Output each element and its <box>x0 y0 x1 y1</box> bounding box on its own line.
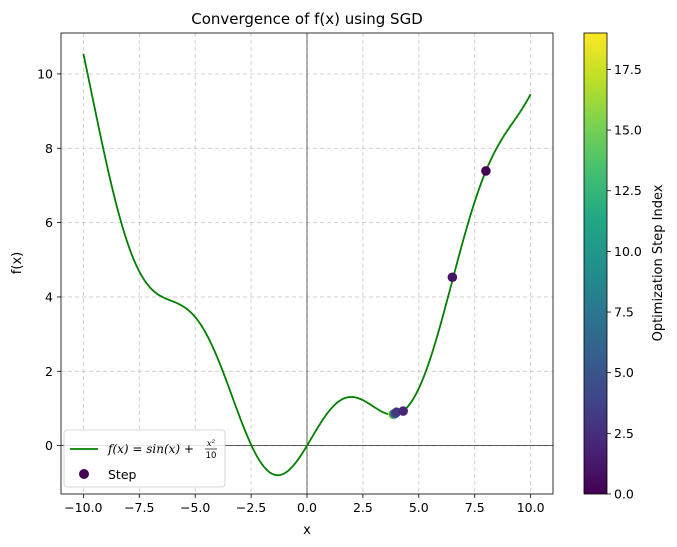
colorbar-tick-label: 2.5 <box>614 426 634 441</box>
colorbar-label: Optimization Step Index <box>651 184 666 341</box>
step-point <box>447 272 458 283</box>
legend-line-fraction-num: x² <box>207 439 216 449</box>
step-point <box>398 406 408 416</box>
x-axis-ticks: −10.0 −7.5 −5.0 −2.5 0.0 2.5 5.0 7.5 10.0 <box>64 494 545 515</box>
colorbar-ticks: 0.0 2.5 5.0 7.5 10.0 12.5 15.0 17.5 <box>607 62 642 502</box>
function-curve <box>82 53 532 477</box>
legend-line-label: f(x) = sin(x) + <box>107 442 194 456</box>
x-tick-label: −5.0 <box>180 500 210 515</box>
step-point <box>481 166 491 176</box>
colorbar-gradient <box>583 32 608 495</box>
colorbar-tick-label: 12.5 <box>614 183 642 198</box>
y-tick-label: 6 <box>45 215 53 230</box>
y-axis-label: f(x) <box>10 252 25 274</box>
colorbar: 0.0 2.5 5.0 7.5 10.0 12.5 15.0 17.5 Optimizatio… <box>583 32 666 502</box>
x-tick-label: −7.5 <box>124 500 154 515</box>
x-tick-label: −2.5 <box>236 500 266 515</box>
y-tick-label: 8 <box>45 141 53 156</box>
legend-line-lhs: f(x) = sin(x) + <box>107 442 194 456</box>
legend-scatter-label: Step <box>108 467 137 482</box>
x-tick-label: −10.0 <box>64 500 102 515</box>
x-tick-label: 7.5 <box>465 500 485 515</box>
legend: f(x) = sin(x) + x² 10 Step <box>63 429 226 488</box>
y-tick-label: 2 <box>45 364 53 379</box>
y-tick-label: 0 <box>45 438 53 453</box>
colorbar-tick-label: 5.0 <box>614 365 634 380</box>
colorbar-tick-label: 15.0 <box>614 123 642 138</box>
x-tick-label: 2.5 <box>353 500 373 515</box>
y-tick-label: 10 <box>37 66 53 81</box>
y-axis-ticks: 0 2 4 6 8 10 <box>37 66 61 453</box>
y-tick-label: 4 <box>45 289 53 304</box>
legend-line-fraction-den: 10 <box>206 451 217 461</box>
x-axis-label: x <box>303 523 311 538</box>
chart-title: Convergence of f(x) using SGD <box>191 10 423 28</box>
legend-box <box>63 429 226 488</box>
x-tick-label: 5.0 <box>409 500 429 515</box>
x-tick-label: 10.0 <box>517 500 545 515</box>
colorbar-tick-label: 0.0 <box>614 487 634 502</box>
colorbar-tick-label: 7.5 <box>614 305 634 320</box>
legend-scatter-swatch <box>79 469 89 479</box>
x-tick-label: 0.0 <box>297 500 317 515</box>
colorbar-tick-label: 10.0 <box>614 244 642 259</box>
colorbar-tick-label: 17.5 <box>614 62 642 77</box>
step-points <box>388 166 491 420</box>
